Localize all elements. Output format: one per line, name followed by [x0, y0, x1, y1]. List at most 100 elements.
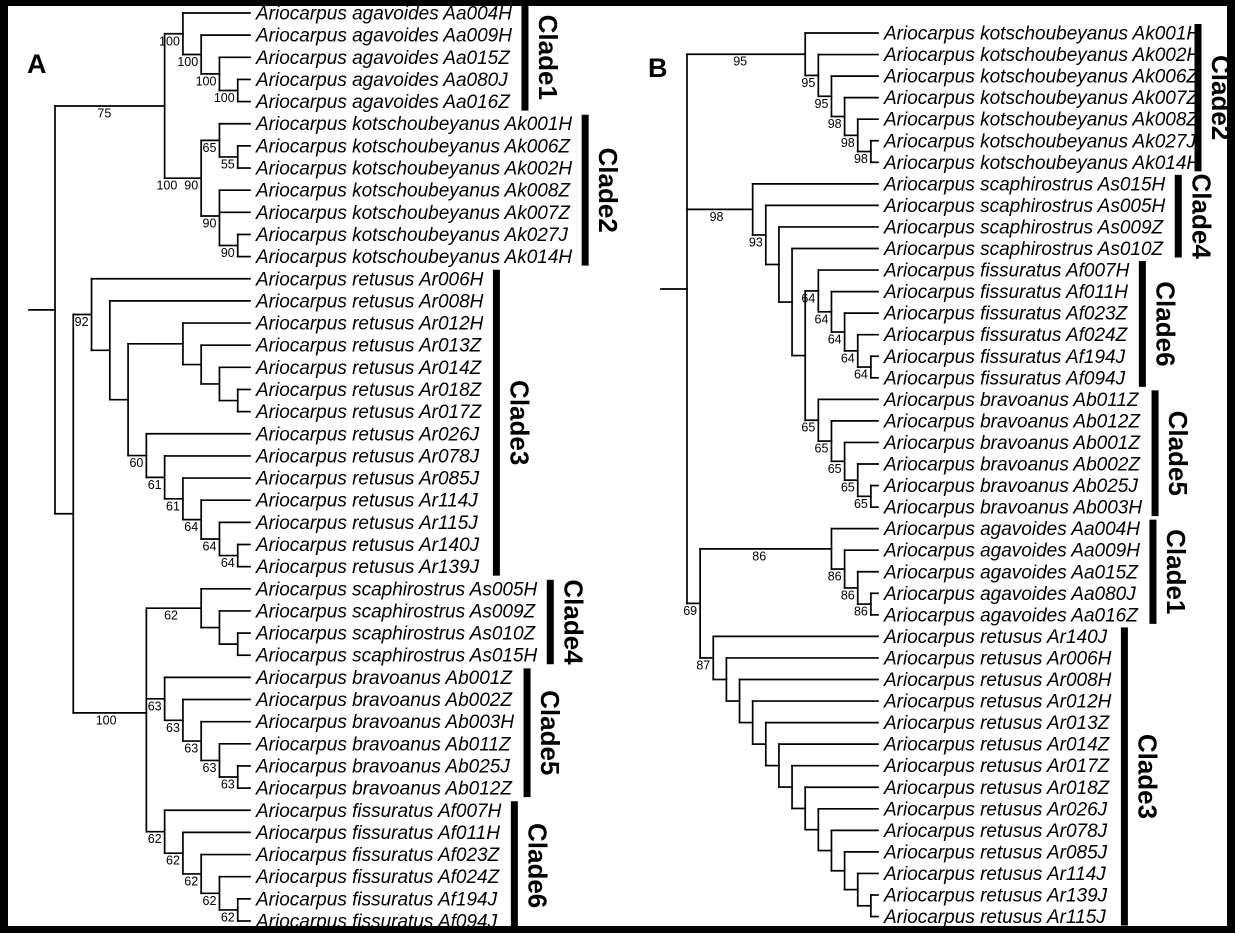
clade-label: Clade4	[1186, 174, 1216, 260]
support-value: 86	[841, 588, 855, 602]
support-value: 75	[97, 106, 111, 120]
support-value: 92	[75, 315, 89, 329]
taxon-label: Ariocarpus scaphirostrus As009Z	[883, 217, 1165, 238]
taxon-label: Ariocarpus retusus Ar115J	[255, 513, 478, 534]
support-value: 64	[841, 351, 855, 365]
taxon-label: Ariocarpus kotschoubeyanus Ak002H	[883, 45, 1200, 66]
taxon-label: Ariocarpus kotschoubeyanus Ak001H	[255, 114, 572, 135]
taxon-label: Ariocarpus fissuratus Af023Z	[883, 304, 1129, 325]
support-value: 65	[815, 442, 829, 456]
taxon-label: Ariocarpus retusus Ar140J	[883, 627, 1108, 648]
taxon-label: Ariocarpus kotschoubeyanus Ak001H	[883, 24, 1200, 45]
taxon-label: Ariocarpus scaphirostrus As005H	[883, 196, 1166, 217]
taxon-label: Ariocarpus retusus Ar139J	[255, 557, 480, 578]
support-value: 55	[221, 157, 235, 171]
support-value: 64	[184, 520, 198, 534]
support-value: 61	[148, 478, 162, 492]
taxon-label: Ariocarpus retusus Ar013Z	[883, 713, 1111, 734]
taxon-label: Ariocarpus retusus Ar085J	[883, 842, 1108, 863]
taxon-label: Ariocarpus scaphirostrus As009Z	[255, 601, 537, 622]
support-value: 90	[203, 217, 217, 231]
taxon-label: Ariocarpus fissuratus Af024Z	[255, 867, 501, 888]
support-value: 64	[828, 333, 842, 347]
support-value: 100	[159, 34, 180, 48]
taxon-label: Ariocarpus retusus Ar140J	[255, 535, 480, 556]
support-value: 62	[148, 832, 162, 846]
support-value: 63	[203, 761, 217, 775]
support-value: 60	[129, 456, 143, 470]
support-value: 63	[184, 742, 198, 756]
panel-B: 9595959898989893646464646465656565656986…	[648, 24, 1235, 929]
taxon-label: Ariocarpus retusus Ar026J	[255, 424, 480, 445]
clade-label: Clade1	[1161, 529, 1191, 614]
clade-label: Clade5	[535, 690, 565, 775]
clade-label: Clade3	[1132, 734, 1162, 819]
taxon-label: Ariocarpus fissuratus Af094J	[255, 911, 498, 932]
taxon-label: Ariocarpus retusus Ar115J	[883, 907, 1106, 928]
support-value: 95	[801, 76, 815, 90]
taxon-label: Ariocarpus agavoides Aa009H	[883, 541, 1140, 562]
clade-bar	[492, 269, 500, 576]
taxon-label: Ariocarpus retusus Ar114J	[883, 864, 1106, 885]
taxon-label: Ariocarpus kotschoubeyanus Ak014H	[883, 153, 1200, 174]
clade-bar	[1174, 174, 1182, 258]
taxon-label: Ariocarpus retusus Ar139J	[883, 886, 1108, 907]
taxon-label: Ariocarpus retusus Ar008H	[883, 670, 1112, 691]
taxon-label: Ariocarpus retusus Ar018Z	[255, 380, 483, 401]
taxon-label: Ariocarpus bravoanus Ab003H	[883, 498, 1142, 519]
clade-bar	[1138, 261, 1146, 387]
support-value: 65	[828, 462, 842, 476]
taxon-label: Ariocarpus retusus Ar078J	[883, 821, 1108, 842]
support-value: 65	[203, 141, 217, 155]
taxon-label: Ariocarpus fissuratus Af023Z	[255, 845, 501, 866]
support-value: 90	[221, 246, 235, 260]
support-value: 62	[203, 894, 217, 908]
taxon-label: Ariocarpus kotschoubeyanus Ak006Z	[883, 67, 1199, 88]
clade-bar	[1194, 24, 1202, 172]
taxon-label: Ariocarpus retusus Ar014Z	[883, 735, 1111, 756]
support-value: 100	[177, 55, 198, 69]
taxon-label: Ariocarpus bravoanus Ab025J	[255, 756, 510, 777]
taxon-label: Ariocarpus fissuratus Af194J	[255, 889, 498, 910]
clade-bar	[510, 801, 518, 930]
support-value: 64	[203, 539, 217, 553]
support-value: 100 90	[156, 179, 198, 193]
support-value: 87	[696, 658, 710, 672]
taxon-label: Ariocarpus fissuratus Af194J	[883, 347, 1126, 368]
support-value: 63	[148, 699, 162, 713]
taxon-label: Ariocarpus retusus Ar026J	[883, 799, 1108, 820]
taxon-label: Ariocarpus retusus Ar017Z	[255, 402, 483, 423]
taxon-label: Ariocarpus bravoanus Ab012Z	[255, 779, 513, 800]
support-value: 64	[815, 312, 829, 326]
clade-bar	[523, 668, 531, 798]
taxon-label: Ariocarpus retusus Ar013Z	[255, 336, 483, 357]
support-value: 63	[221, 778, 235, 792]
taxon-label: Ariocarpus bravoanus Ab025J	[883, 476, 1138, 497]
clade-label: Clade5	[1163, 411, 1193, 496]
taxon-label: Ariocarpus bravoanus Ab011Z	[883, 390, 1140, 411]
taxon-label: Ariocarpus kotschoubeyanus Ak002H	[255, 159, 572, 180]
taxon-label: Ariocarpus bravoanus Ab001Z	[255, 668, 513, 689]
taxon-label: Ariocarpus fissuratus Af007H	[883, 261, 1130, 282]
support-value: 95	[815, 97, 829, 111]
taxon-label: Ariocarpus kotschoubeyanus Ak027J	[883, 131, 1196, 152]
support-value: 86	[828, 570, 842, 584]
taxon-label: Ariocarpus fissuratus Af007H	[255, 801, 502, 822]
taxon-label: Ariocarpus scaphirostrus As010Z	[883, 239, 1165, 260]
taxon-label: Ariocarpus fissuratus Af011H	[883, 282, 1128, 303]
support-value: 65	[841, 481, 855, 495]
support-value: 64	[854, 368, 868, 382]
clade-label: Clade2	[593, 148, 623, 233]
taxon-label: Ariocarpus scaphirostrus As015H	[255, 646, 538, 667]
taxon-label: Ariocarpus scaphirostrus As005H	[255, 579, 538, 600]
taxon-label: Ariocarpus kotschoubeyanus Ak006Z	[255, 136, 571, 157]
support-value: 64	[801, 291, 815, 305]
taxon-label: Ariocarpus retusus Ar012H	[883, 692, 1112, 713]
support-value: 98	[710, 210, 724, 224]
taxon-label: Ariocarpus retusus Ar008H	[255, 291, 484, 312]
support-value: 86	[752, 549, 766, 563]
taxon-label: Ariocarpus retusus Ar017Z	[883, 756, 1111, 777]
panel-letter: B	[648, 53, 668, 83]
support-value: 93	[749, 235, 763, 249]
